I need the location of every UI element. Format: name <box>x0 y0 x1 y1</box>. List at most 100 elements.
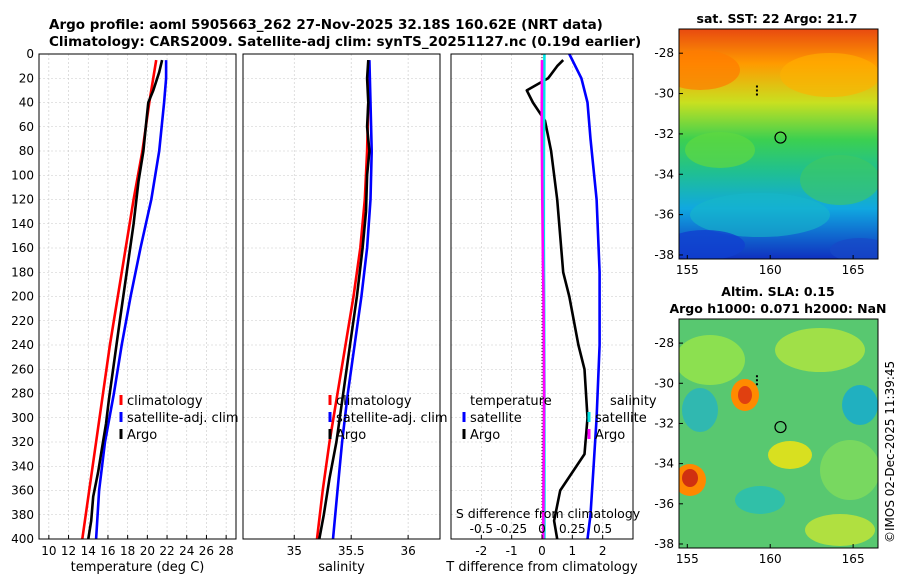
y-tick-label: 340 <box>11 459 34 473</box>
y-tick-label: 160 <box>11 241 34 255</box>
map-x-tick-label: 160 <box>759 552 782 566</box>
map-frame <box>678 28 879 260</box>
legend-label: climatology <box>336 394 412 409</box>
y-tick-label: 140 <box>11 217 34 231</box>
map-x-tick-label: 155 <box>676 552 699 566</box>
y-tick-label: 40 <box>19 96 34 110</box>
map-y-tick-label: -38 <box>654 537 674 551</box>
y-tick-label: 240 <box>11 338 34 352</box>
legend-label: Argo <box>595 428 625 443</box>
legend-label: satellite <box>595 411 647 426</box>
x-tick-label: 20 <box>140 544 155 558</box>
series-line-s-argo <box>540 60 546 540</box>
y-tick-label: 100 <box>11 168 34 182</box>
x-tick-label: 16 <box>100 544 115 558</box>
top-tick-label: 0 <box>538 522 546 536</box>
series-line-t-satellite <box>568 53 601 540</box>
timestamp-stamp: ©IMOS 02-Dec-2025 11:39:45 <box>883 361 897 543</box>
y-tick-label: 320 <box>11 435 34 449</box>
sst-map-image <box>679 29 878 259</box>
x-tick-label: 36 <box>400 544 415 558</box>
y-tick-label: 380 <box>11 508 34 522</box>
sla-map-axes: 155 160 165 -28 -30 -32 -34 -36 -38 <box>654 318 879 566</box>
map-y-tick-label: -36 <box>654 497 674 511</box>
difference-panel: -2 -1 0 1 2 T difference from climatology temp… <box>445 53 657 575</box>
y-tick-label: 300 <box>11 411 34 425</box>
y-tick-label: 180 <box>11 265 34 279</box>
sla-map-title: Altim. SLA: 0.15 <box>721 284 834 299</box>
top-tick-label: -0.25 <box>496 522 527 536</box>
sla-map-subtitle: Argo h1000: 0.071 h2000: NaN <box>669 301 886 316</box>
map-y-tick-label: -30 <box>654 87 674 101</box>
map-x-tick-label: 165 <box>842 552 865 566</box>
x-tick-label: -2 <box>475 544 487 558</box>
y-tick-label: 260 <box>11 362 34 376</box>
map-y-tick-label: -28 <box>654 46 674 60</box>
y-tick-label: 280 <box>11 387 34 401</box>
y-tick-label: 400 <box>11 532 34 546</box>
y-tick-label: 220 <box>11 314 34 328</box>
x-tick-label: 22 <box>159 544 174 558</box>
x-tick-label: 14 <box>81 544 96 558</box>
x-tick-label: 12 <box>61 544 76 558</box>
legend-label: climatology <box>127 394 203 409</box>
map-x-tick-label: 165 <box>842 263 865 277</box>
series-line-argo <box>318 60 371 540</box>
map-y-tick-label: -30 <box>654 376 674 390</box>
x-tick-label: 1 <box>569 544 577 558</box>
x-axis-label: T difference from climatology <box>445 560 638 575</box>
top-tick-label: -0.5 <box>470 522 493 536</box>
map-x-tick-label: 160 <box>759 263 782 277</box>
x-tick-label: 2 <box>599 544 607 558</box>
map-y-tick-label: -32 <box>654 416 674 430</box>
legend-label: satellite <box>470 411 522 426</box>
x-tick-label: 35 <box>287 544 302 558</box>
map-y-tick-label: -34 <box>654 457 674 471</box>
y-tick-label: 360 <box>11 484 34 498</box>
x-tick-label: 0 <box>538 544 546 558</box>
x-axis-label: salinity <box>318 560 365 575</box>
y-tick-label: 200 <box>11 290 34 304</box>
legend-label: Argo <box>336 428 366 443</box>
title-line-2: Climatology: CARS2009. Satellite-adj cli… <box>49 34 641 50</box>
temperature-panel: 10 12 14 16 18 20 22 24 26 28 temperature (deg C) 0… <box>11 47 239 575</box>
legend-right-title: salinity <box>610 394 657 409</box>
y-tick-label: 80 <box>19 144 34 158</box>
y-tick-label: 20 <box>19 71 34 85</box>
plot-frame <box>242 53 441 540</box>
salinity-panel: 35 35.5 36 salinity climatology satellite-adj… <box>242 53 448 575</box>
sst-map-axes: 155 160 165 -28 -30 -32 -34 -36 -38 <box>654 28 879 277</box>
x-tick-label: 10 <box>41 544 56 558</box>
legend-label: satellite-adj. clim <box>127 411 239 426</box>
series-line-argo <box>87 59 164 540</box>
map-y-tick-label: -32 <box>654 127 674 141</box>
map-x-tick-label: 155 <box>676 263 699 277</box>
series-line-satellite-adj-clim <box>94 60 168 540</box>
sla-map-image <box>679 319 878 548</box>
plot-frame <box>38 53 237 540</box>
y-tick-label: 60 <box>19 120 34 134</box>
sst-map-title: sat. SST: 22 Argo: 21.7 <box>697 11 858 26</box>
x-tick-label: 28 <box>219 544 234 558</box>
x-tick-label: 18 <box>120 544 135 558</box>
map-y-tick-label: -34 <box>654 167 674 181</box>
map-y-tick-label: -28 <box>654 336 674 350</box>
legend-label: Argo <box>127 428 157 443</box>
x-tick-label: -1 <box>506 544 518 558</box>
x-tick-label: 35.5 <box>338 544 365 558</box>
top-axis-label: S difference from climatology <box>456 506 641 521</box>
argo-location-marker <box>774 420 787 434</box>
y-tick-label: 0 <box>26 47 34 61</box>
series-line-satellite-adj-clim <box>331 60 374 540</box>
series-line-t-argo <box>525 59 589 540</box>
y-tick-label: 120 <box>11 193 34 207</box>
x-tick-label: 26 <box>199 544 214 558</box>
argo-location-marker <box>774 131 787 144</box>
map-y-tick-label: -38 <box>654 248 674 262</box>
legend-left-title: temperature <box>470 394 552 409</box>
top-tick-label: 0.5 <box>593 522 612 536</box>
map-frame <box>678 318 879 549</box>
title-line-1: Argo profile: aoml 5905663_262 27-Nov-20… <box>49 17 603 33</box>
legend-label: satellite-adj. clim <box>336 411 448 426</box>
